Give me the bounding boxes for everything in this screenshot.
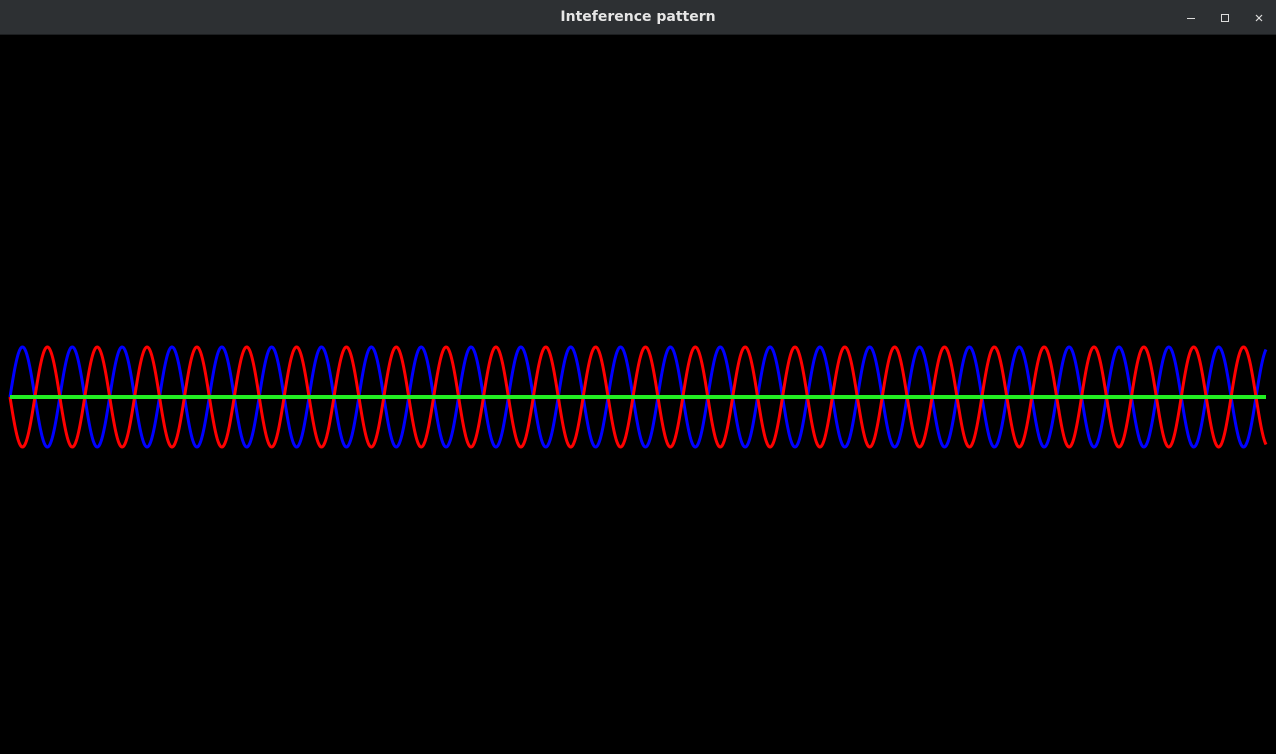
minimize-icon xyxy=(1187,17,1195,19)
window-controls xyxy=(1174,0,1276,35)
series-layer xyxy=(8,345,1268,449)
window-title: Inteference pattern xyxy=(560,9,716,25)
close-icon xyxy=(1255,14,1263,21)
title-bar[interactable]: Inteference pattern xyxy=(0,0,1276,35)
minimize-button[interactable] xyxy=(1174,0,1208,35)
maximize-button[interactable] xyxy=(1208,0,1242,35)
interference-plot xyxy=(8,345,1268,449)
plot-canvas[interactable] xyxy=(0,35,1276,754)
maximize-icon xyxy=(1221,13,1229,22)
close-button[interactable] xyxy=(1242,0,1276,35)
